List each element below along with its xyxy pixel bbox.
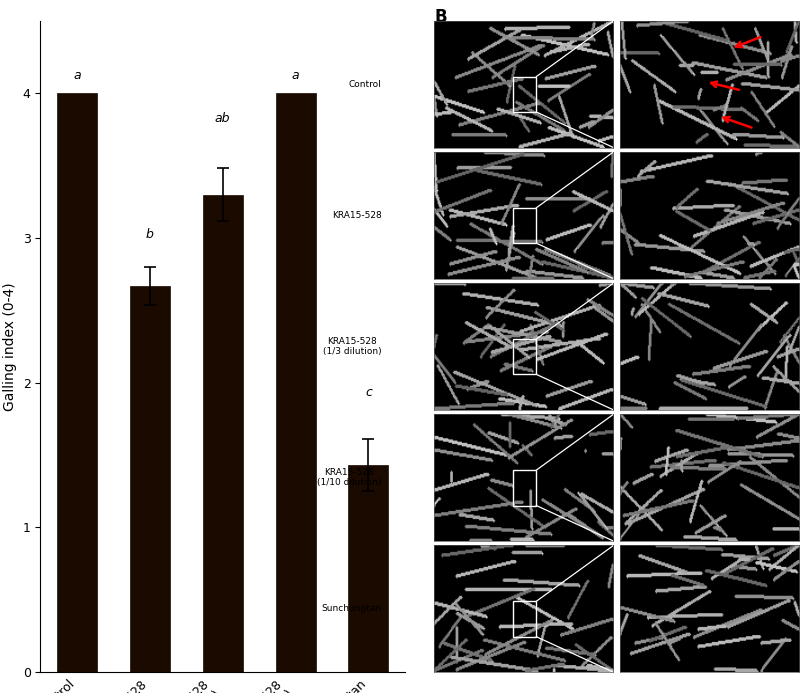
Y-axis label: KRA15-528
(1/10 dilution): KRA15-528 (1/10 dilution) (317, 468, 382, 487)
Text: B: B (434, 8, 447, 26)
Text: a: a (73, 69, 81, 82)
Y-axis label: Control: Control (349, 80, 382, 89)
Bar (203, 195, 243, 672)
Bar (130, 286, 169, 672)
Y-axis label: Sunchungtan: Sunchungtan (321, 604, 382, 613)
Text: ab: ab (215, 112, 231, 125)
Bar (513, 470, 537, 506)
Text: c: c (365, 385, 372, 398)
Bar (513, 76, 537, 112)
Text: b: b (146, 228, 154, 241)
Bar (513, 602, 537, 637)
Bar (513, 208, 537, 243)
Text: a: a (292, 69, 299, 82)
Bar (275, 93, 316, 672)
Bar (513, 339, 537, 374)
Y-axis label: Galling index (0-4): Galling index (0-4) (3, 282, 17, 411)
Bar (349, 465, 388, 672)
Y-axis label: KRA15-528: KRA15-528 (332, 211, 382, 220)
Bar (57, 93, 97, 672)
Y-axis label: KRA15-528
(1/3 dilution): KRA15-528 (1/3 dilution) (323, 337, 382, 356)
